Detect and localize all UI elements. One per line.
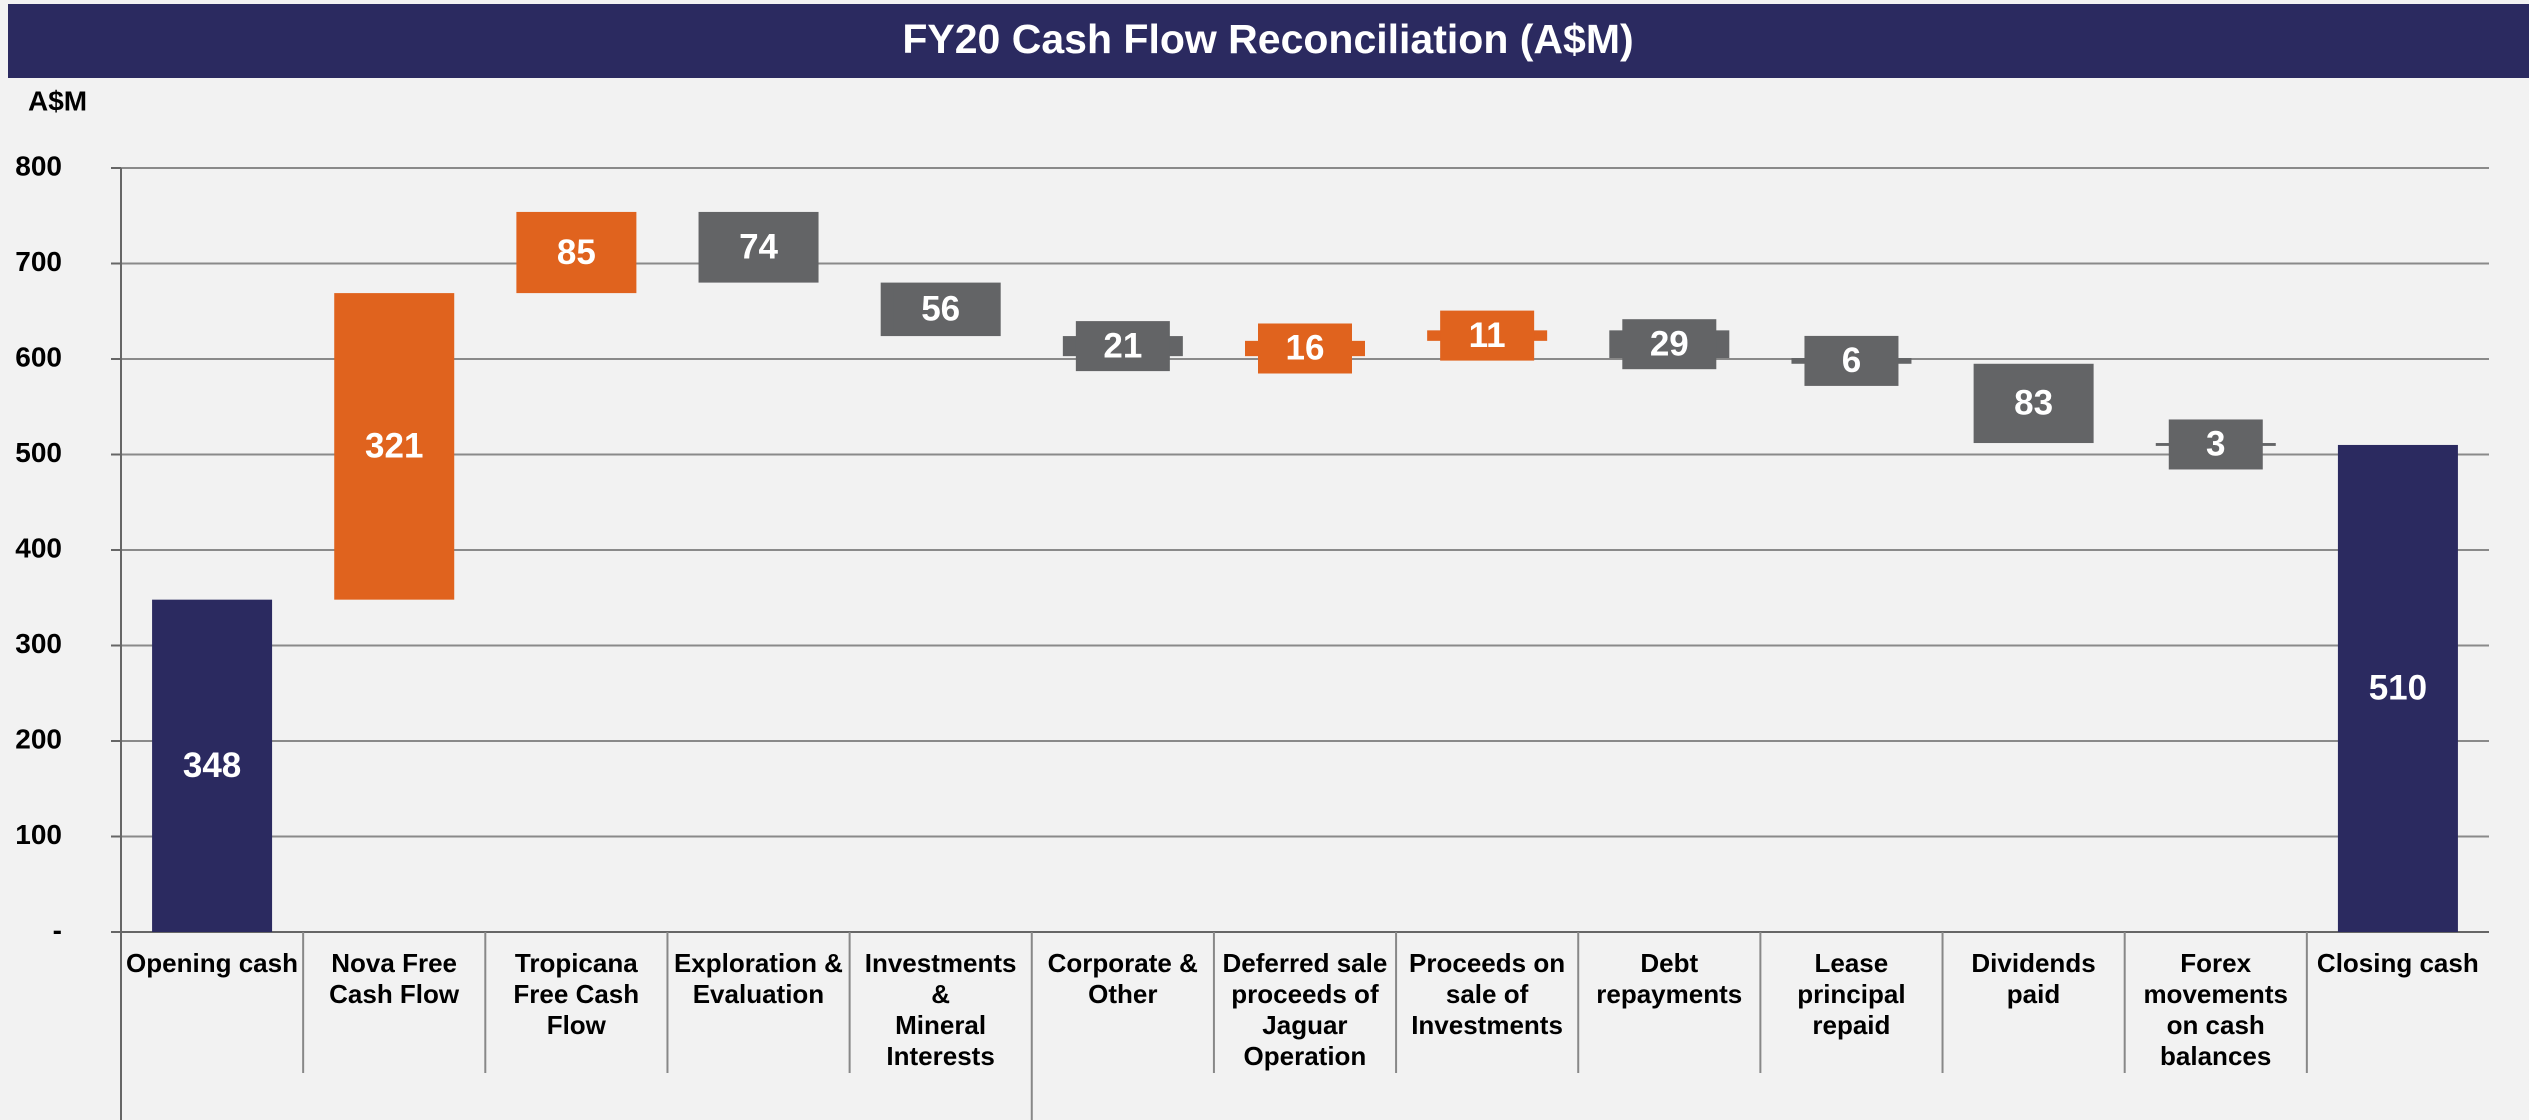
y-tick-label: 200 — [15, 723, 62, 754]
bar — [152, 599, 273, 932]
bar — [334, 293, 455, 600]
x-tick-label: Exploration & Evaluation — [673, 948, 843, 1009]
y-tick-label: 100 — [15, 819, 62, 850]
title-bar — [8, 4, 2529, 78]
value-label-box — [1804, 335, 1899, 386]
y-tick-label: 700 — [15, 246, 62, 277]
value-label-box — [1258, 323, 1352, 374]
x-tick-label: Dividends paid — [1971, 948, 2096, 1009]
value-label: 348 — [183, 746, 241, 785]
y-tick-label: 400 — [15, 532, 62, 563]
value-label: 56 — [921, 290, 960, 329]
chart-title: FY20 Cash Flow Reconciliation (A$M) — [902, 16, 1633, 62]
value-label: 83 — [2014, 384, 2053, 423]
x-tick-label: Closing cash — [2316, 948, 2479, 978]
value-label: 510 — [2369, 669, 2427, 708]
value-label: 6 — [1842, 341, 1861, 380]
value-label-box — [2168, 419, 2263, 470]
y-tick-label: 800 — [15, 150, 62, 181]
value-label: 321 — [365, 427, 423, 466]
y-tick-label: 300 — [15, 628, 62, 659]
value-label-box — [1622, 319, 1717, 370]
x-tick-label: Lease principal repaid — [1797, 948, 1906, 1040]
bar — [698, 211, 819, 283]
bar — [2337, 444, 2458, 932]
x-tick-label: Nova Free Cash Flow — [329, 948, 460, 1009]
value-label-box — [1075, 321, 1170, 372]
x-tick-label: Investments & Mineral Interests — [864, 948, 1017, 1071]
bar — [1973, 363, 2094, 444]
value-label: 16 — [1286, 329, 1325, 368]
y-axis-label: A$M — [28, 85, 87, 116]
value-label: 74 — [739, 228, 778, 267]
bar — [516, 211, 637, 294]
x-tick-label: Forex movements on cash balances — [2143, 948, 2288, 1071]
value-label-box — [893, 284, 988, 335]
value-label: 21 — [1103, 326, 1142, 365]
value-label: 85 — [557, 233, 596, 272]
x-tick-label: Corporate & Other — [1047, 948, 1198, 1009]
y-tick-label: 600 — [15, 341, 62, 372]
x-tick-label: Debt repayments — [1596, 948, 1743, 1009]
value-label: 11 — [1469, 316, 1506, 355]
value-label: 29 — [1650, 324, 1689, 363]
y-tick-label: - — [53, 914, 62, 945]
y-tick-label: 500 — [15, 437, 62, 468]
x-tick-label: Proceeds on sale of Investments — [1409, 948, 1566, 1040]
x-tick-label: Deferred sale proceeds of Jaguar Operati… — [1222, 948, 1388, 1071]
x-tick-label: Opening cash — [126, 948, 298, 978]
value-label: 3 — [2206, 425, 2225, 464]
value-label-box — [1440, 310, 1535, 361]
x-tick-label: Tropicana Free Cash Flow — [513, 948, 640, 1040]
